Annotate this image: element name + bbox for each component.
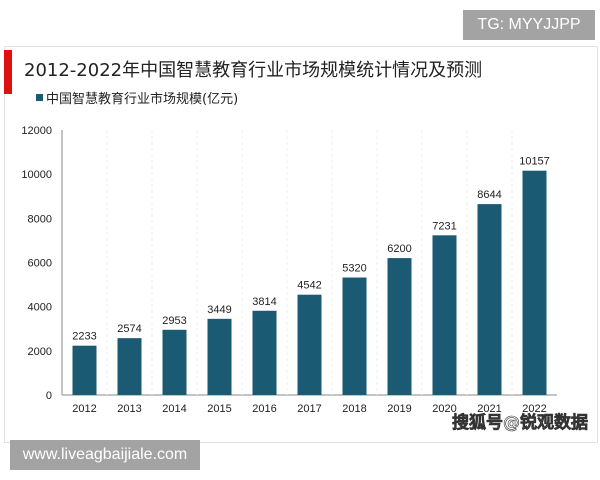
x-tick-label: 2017 <box>297 403 321 415</box>
site-badge: www.liveagbaijiale.com <box>10 440 200 470</box>
data-label: 4542 <box>297 280 321 292</box>
bar <box>252 310 277 395</box>
data-label: 2953 <box>162 315 186 327</box>
y-tick-label: 10000 <box>21 169 52 181</box>
data-label: 2574 <box>117 323 141 335</box>
bar <box>72 345 97 395</box>
data-label: 6200 <box>387 243 411 255</box>
bar <box>342 277 367 395</box>
bar <box>432 235 457 395</box>
x-tick-label: 2020 <box>432 403 456 415</box>
x-tick-label: 2014 <box>162 403 186 415</box>
bar <box>387 258 412 395</box>
bar <box>207 318 232 395</box>
x-tick-label: 2016 <box>252 403 276 415</box>
y-tick-label: 8000 <box>28 213 52 225</box>
bar <box>162 329 187 395</box>
y-tick-label: 2000 <box>28 346 52 358</box>
data-label: 3449 <box>207 304 231 316</box>
x-tick-label: 2019 <box>387 403 411 415</box>
chart-title: 2012-2022年中国智慧教育行业市场规模统计情况及预测 <box>24 60 483 81</box>
tg-badge: TG: MYYJJPP <box>463 10 595 40</box>
title-accent-bar <box>4 50 12 94</box>
y-tick-label: 6000 <box>28 258 52 270</box>
data-label: 8644 <box>477 189 501 201</box>
data-label: 10157 <box>519 156 550 168</box>
data-label: 7231 <box>432 220 456 232</box>
x-tick-label: 2012 <box>72 403 96 415</box>
data-label: 5320 <box>342 263 366 275</box>
x-tick-label: 2021 <box>477 403 501 415</box>
data-label: 3814 <box>252 296 276 308</box>
legend-swatch <box>36 94 43 101</box>
x-tick-label: 2013 <box>117 403 141 415</box>
bar <box>477 204 502 395</box>
x-tick-label: 2015 <box>207 403 231 415</box>
legend: 中国智慧教育行业市场规模(亿元) <box>36 88 238 107</box>
y-tick-label: 0 <box>46 390 52 402</box>
x-tick-label: 2018 <box>342 403 366 415</box>
y-tick-label: 4000 <box>28 302 52 314</box>
y-tick-label: 12000 <box>21 125 52 137</box>
bar <box>522 170 547 395</box>
watermark: 搜狐号@锐观数据 <box>452 413 589 434</box>
data-label: 2233 <box>72 331 96 343</box>
legend-label: 中国智慧教育行业市场规模(亿元) <box>46 92 239 107</box>
bar <box>117 338 142 395</box>
bar <box>297 294 322 395</box>
x-tick-label: 2022 <box>522 403 546 415</box>
